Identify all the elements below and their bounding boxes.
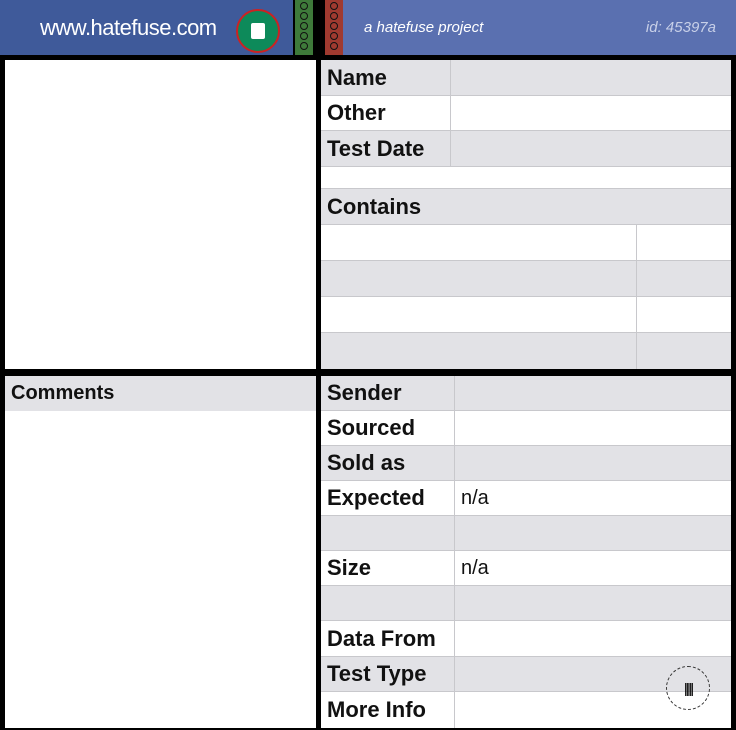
details-row: Expected n/a [321,481,731,516]
details-row: Test Type [321,657,731,692]
badge-logo-icon [236,9,280,53]
label: Data From [321,621,455,656]
label: Sender [321,376,455,410]
details-row [321,586,731,621]
details-row: More Info [321,692,731,728]
details-table: Sender Sourced Sold as Expected n/a Size n… [321,376,731,728]
hatefuse-audio-logo-icon: ||||| [666,666,710,710]
value [455,657,461,691]
label: More Info [321,692,455,728]
label [321,516,455,550]
label: Name [321,60,451,95]
contains-row [321,261,731,297]
value [451,60,457,95]
record-id: id: 45397a [645,19,716,36]
value: n/a [461,556,489,579]
details-row: Sold as [321,446,731,481]
info-table: Name Other Test Date Contains [321,60,731,369]
label: Expected [321,481,455,515]
info-row-other: Other [321,96,731,131]
value [455,376,461,410]
red-strip-icon [325,0,343,55]
contains-row [321,297,731,333]
header-right [343,0,736,55]
contains-label: Contains [327,193,422,219]
spacer-row [321,167,731,189]
value [451,131,457,166]
value [455,621,461,656]
details-row: Sender [321,376,731,411]
value [455,446,461,480]
label: Other [321,96,451,130]
site-url[interactable]: www.hatefuse.com [40,15,217,40]
value [455,692,461,728]
contains-header: Contains [321,189,731,225]
label: Test Date [321,131,451,166]
label: Test Type [321,657,455,691]
project-tagline: a hatefuse project [364,19,484,36]
info-row-name: Name [321,60,731,96]
comments-panel: Comments [5,376,316,728]
value [455,411,461,445]
contains-row [321,333,731,369]
green-strip-icon [295,0,313,55]
value [455,586,461,620]
details-row: Size n/a [321,551,731,586]
label: Size [321,551,455,585]
contains-row [321,225,731,261]
label [321,586,455,620]
details-row [321,516,731,551]
label: Sold as [321,446,455,480]
label: Sourced [321,411,455,445]
comments-title: Comments [5,376,316,411]
value: n/a [461,486,489,509]
info-row-test-date: Test Date [321,131,731,167]
details-row: Sourced [321,411,731,446]
header-left: www.hatefuse.com [0,0,293,55]
value [451,96,457,130]
value [455,516,461,550]
image-panel [5,60,316,369]
details-row: Data From [321,621,731,657]
